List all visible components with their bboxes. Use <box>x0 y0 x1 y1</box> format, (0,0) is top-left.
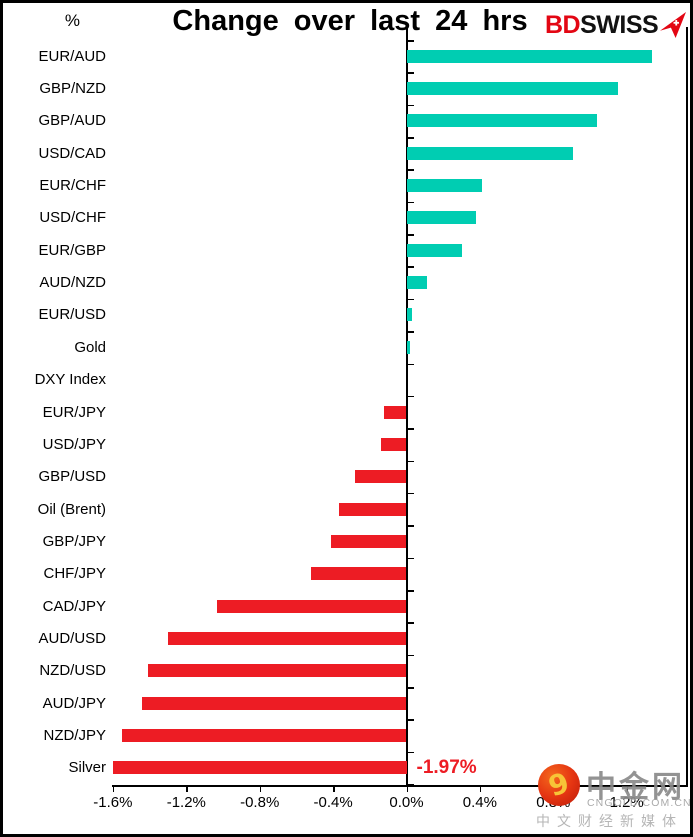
category-label: GBP/NZD <box>39 80 106 98</box>
y-axis-tick <box>406 395 414 398</box>
bdswiss-logo-bd: BD <box>545 11 581 39</box>
y-axis-tick <box>406 428 414 430</box>
y-axis-tick <box>406 687 414 689</box>
bar-positive <box>406 243 462 257</box>
category-label: EUR/USD <box>38 306 106 324</box>
category-label: GBP/JPY <box>42 532 106 550</box>
y-axis-tick <box>406 169 414 171</box>
x-tick-label: -1.6% <box>93 794 133 811</box>
category-label: CHF/JPY <box>43 565 106 583</box>
bar-negative <box>384 405 407 419</box>
category-label: USD/JPY <box>42 435 106 453</box>
y-axis-tick <box>406 137 414 139</box>
x-tick-label: -1.2% <box>166 794 206 811</box>
y-axis-tick <box>406 363 414 366</box>
bar-negative <box>355 470 407 484</box>
category-label: EUR/JPY <box>42 403 106 421</box>
bar-positive <box>406 211 477 225</box>
bar-negative <box>167 631 407 645</box>
bdswiss-logo-swiss: SWISS <box>580 11 659 39</box>
category-label: GBP/USD <box>38 468 106 486</box>
cngold-watermark: 9 中金网 CNGOLD.COM.CN 中文财经新媒体 <box>535 762 691 834</box>
y-axis-tick <box>406 557 414 560</box>
annotation-silver-value: -1.97% <box>416 756 477 778</box>
bar-negative <box>122 729 407 743</box>
x-axis-line <box>112 785 688 787</box>
x-axis-tick <box>112 785 115 792</box>
x-axis-tick <box>406 785 409 792</box>
category-label: AUD/JPY <box>42 694 106 712</box>
category-label: USD/CHF <box>39 209 106 227</box>
y-axis-tick <box>406 40 414 42</box>
bar-negative <box>331 534 407 548</box>
category-label: AUD/NZD <box>39 274 106 292</box>
bar-negative <box>217 599 407 613</box>
x-axis-tick <box>186 785 188 792</box>
bar-negative <box>338 502 407 516</box>
x-tick-label: 0.4% <box>462 794 497 811</box>
y-axis-tick <box>406 234 414 236</box>
y-axis-tick <box>406 492 414 495</box>
y-axis-tick <box>406 719 414 721</box>
x-axis-tick <box>333 785 335 792</box>
category-label: USD/CAD <box>38 144 106 162</box>
x-tick-label: 1.2% <box>609 794 644 811</box>
chart-title: Change over last 24 hrs <box>172 5 528 37</box>
category-label: Gold <box>74 338 106 356</box>
y-axis-tick <box>406 622 414 624</box>
category-label: NZD/USD <box>39 662 106 680</box>
x-tick-label: -0.4% <box>313 794 353 811</box>
bar-positive <box>406 146 574 160</box>
y-axis-tick <box>406 460 414 463</box>
y-axis-unit-label: % <box>64 11 80 30</box>
bar-negative <box>380 437 407 451</box>
bar-negative <box>142 696 407 710</box>
y-axis-tick <box>406 751 414 754</box>
x-tick-label: -0.8% <box>240 794 280 811</box>
watermark-site-name: 中金网 <box>586 771 685 804</box>
y-axis-tick <box>406 266 414 269</box>
bar-positive <box>406 49 653 63</box>
y-axis-tick <box>406 72 414 74</box>
bar-positive <box>406 340 411 354</box>
category-label: AUD/USD <box>38 629 106 647</box>
bar-positive <box>406 308 412 322</box>
watermark-tagline: 中文财经新媒体 <box>536 813 683 829</box>
bdswiss-arrow-icon <box>660 11 687 38</box>
bar-positive <box>406 179 482 193</box>
category-label: EUR/GBP <box>38 241 106 259</box>
y-axis-tick <box>406 104 414 107</box>
x-axis-tick <box>259 785 262 792</box>
y-axis-tick <box>406 654 414 657</box>
watermark-domain: CNGOLD.COM.CN <box>587 797 692 809</box>
y-axis-tick <box>406 589 414 592</box>
bar-negative <box>147 664 407 678</box>
x-tick-label: 0.0% <box>389 794 424 811</box>
category-label: DXY Index <box>34 371 106 389</box>
bar-negative <box>311 567 407 581</box>
category-label: GBP/AUD <box>38 112 106 130</box>
bar-positive <box>406 114 598 128</box>
x-axis-tick <box>479 785 482 792</box>
category-label: EUR/AUD <box>38 47 106 65</box>
y-axis-tick <box>406 201 414 204</box>
bar-negative <box>113 761 407 775</box>
y-axis-tick <box>406 525 414 527</box>
category-label: CAD/JPY <box>42 597 106 615</box>
x-axis-tick <box>626 785 629 792</box>
bdswiss-logo: BD SWISS <box>545 11 687 40</box>
plot-right-border <box>686 27 688 785</box>
bar-positive <box>406 82 618 96</box>
category-label: NZD/JPY <box>43 727 106 745</box>
category-label: Oil (Brent) <box>37 500 106 518</box>
zero-axis-line <box>405 27 408 785</box>
y-axis-tick <box>406 331 414 333</box>
category-label: EUR/CHF <box>39 177 106 195</box>
bar-positive <box>406 276 427 290</box>
y-axis-tick <box>406 784 414 786</box>
category-label: Silver <box>68 759 106 777</box>
y-axis-tick <box>406 298 414 301</box>
cngold-logo-icon: 9 <box>538 764 580 806</box>
